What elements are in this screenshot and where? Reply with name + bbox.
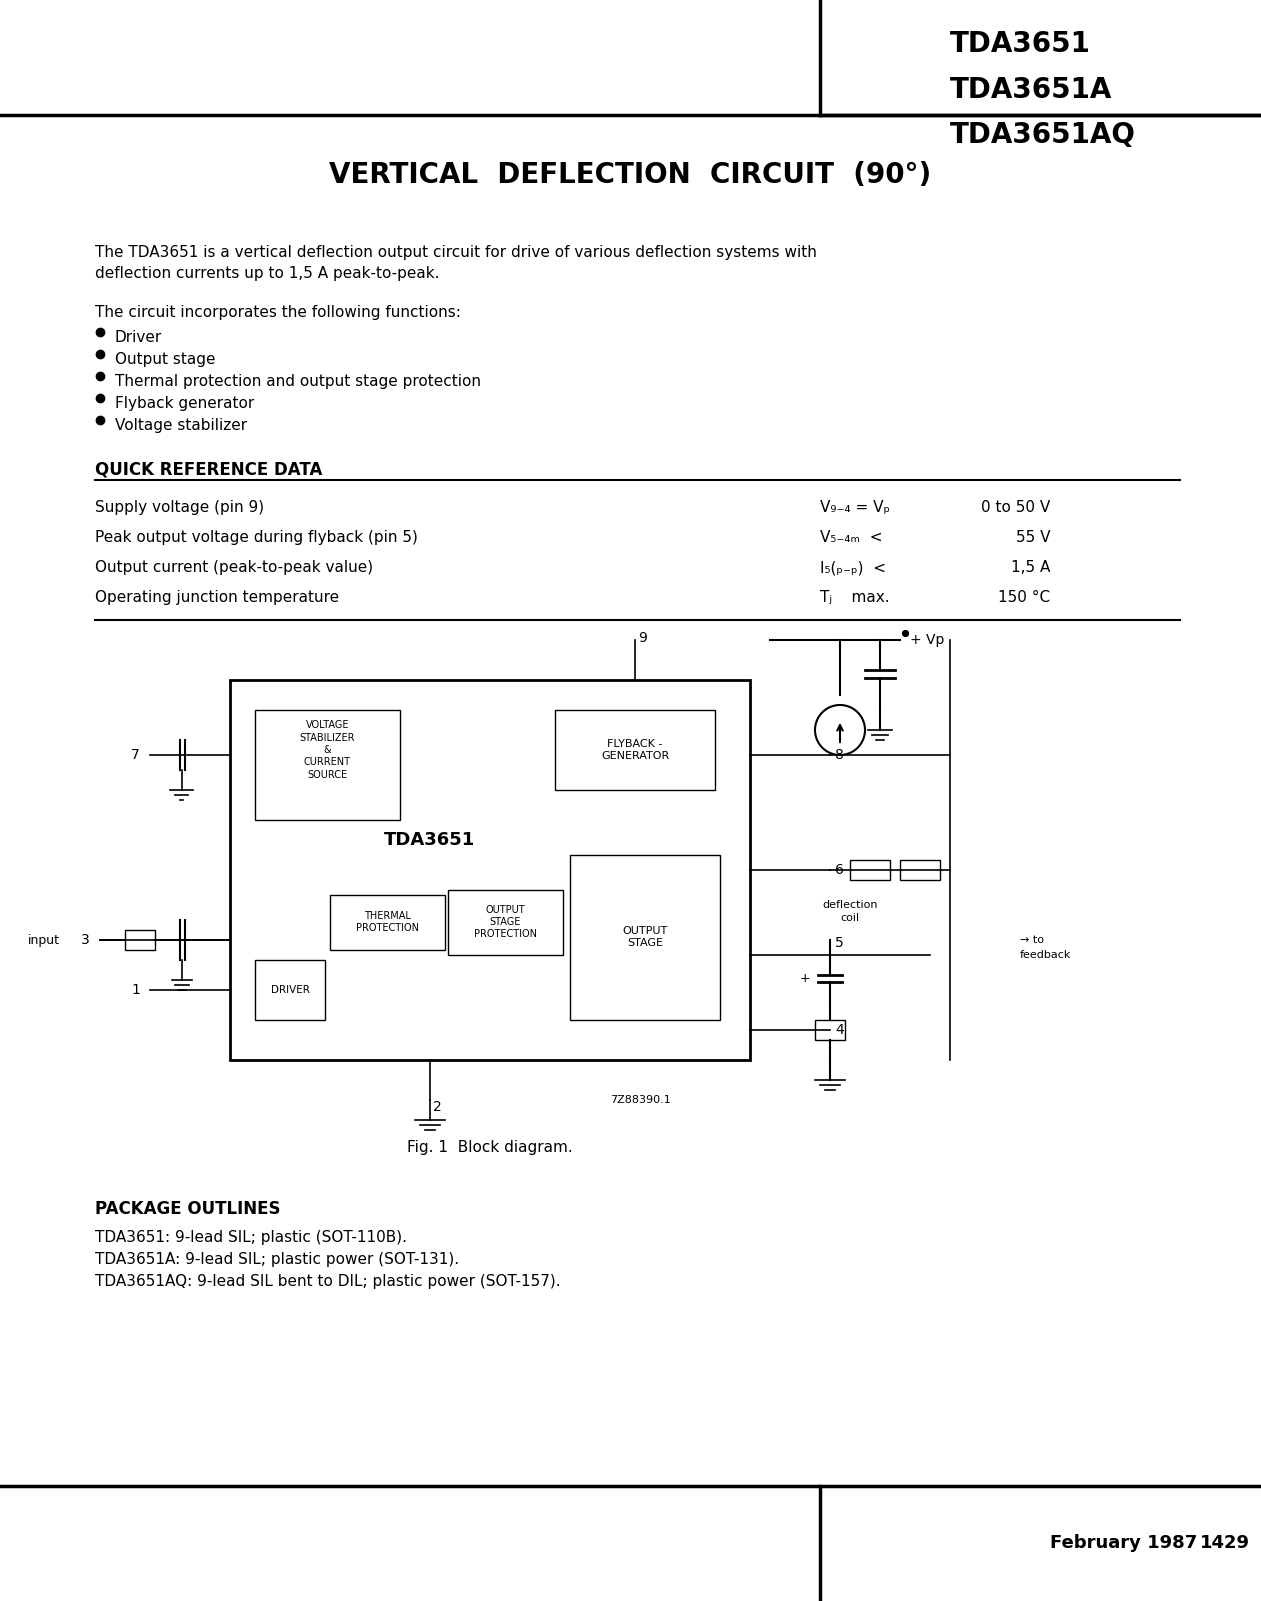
Text: 8: 8: [835, 748, 844, 762]
Text: Operating junction temperature: Operating junction temperature: [95, 591, 339, 605]
Text: 6: 6: [835, 863, 844, 877]
Text: Voltage stabilizer: Voltage stabilizer: [115, 418, 247, 432]
Text: The circuit incorporates the following functions:: The circuit incorporates the following f…: [95, 306, 460, 320]
Bar: [125, 930, 155, 949]
Text: Fig. 1  Block diagram.: Fig. 1 Block diagram.: [407, 1140, 572, 1154]
Text: 55 V: 55 V: [1015, 530, 1050, 544]
Text: The TDA3651 is a vertical deflection output circuit for drive of various deflect: The TDA3651 is a vertical deflection out…: [95, 245, 817, 282]
Text: coil: coil: [840, 913, 860, 924]
Text: DRIVER: DRIVER: [271, 985, 309, 994]
Text: OUTPUT
STAGE
PROTECTION: OUTPUT STAGE PROTECTION: [474, 905, 537, 940]
Text: OUTPUT
STAGE: OUTPUT STAGE: [623, 925, 667, 948]
Text: TDA3651A: 9-lead SIL; plastic power (SOT-131).: TDA3651A: 9-lead SIL; plastic power (SOT…: [95, 1252, 459, 1266]
Text: 1: 1: [131, 983, 140, 997]
Text: 3: 3: [81, 933, 90, 948]
Text: I₅(ₚ₋ₚ)  <: I₅(ₚ₋ₚ) <: [820, 560, 886, 575]
Text: 2: 2: [433, 1100, 441, 1114]
Text: TDA3651: 9-lead SIL; plastic (SOT-110B).: TDA3651: 9-lead SIL; plastic (SOT-110B).: [95, 1230, 407, 1246]
Text: 0 to 50 V: 0 to 50 V: [981, 500, 1050, 516]
Text: 9: 9: [638, 631, 647, 645]
Text: TDA3651
TDA3651A
TDA3651AQ: TDA3651 TDA3651A TDA3651AQ: [950, 30, 1136, 149]
Bar: [255, 709, 400, 820]
Text: THERMAL
PROTECTION: THERMAL PROTECTION: [356, 911, 419, 933]
Text: feedback: feedback: [1020, 949, 1072, 961]
Text: PACKAGE OUTLINES: PACKAGE OUTLINES: [95, 1201, 280, 1218]
Text: TDA3651AQ: 9-lead SIL bent to DIL; plastic power (SOT-157).: TDA3651AQ: 9-lead SIL bent to DIL; plast…: [95, 1274, 561, 1289]
Text: Flyback generator: Flyback generator: [115, 395, 255, 411]
Text: Output stage: Output stage: [115, 352, 216, 367]
Text: QUICK REFERENCE DATA: QUICK REFERENCE DATA: [95, 459, 323, 479]
Text: VERTICAL  DEFLECTION  CIRCUIT  (90°): VERTICAL DEFLECTION CIRCUIT (90°): [329, 162, 931, 189]
Text: 150 °C: 150 °C: [997, 591, 1050, 605]
Bar: [815, 1020, 845, 1041]
Text: + Vp: + Vp: [910, 632, 944, 647]
Bar: [570, 855, 720, 1020]
Text: VOLTAGE
STABILIZER
&
CURRENT
SOURCE: VOLTAGE STABILIZER & CURRENT SOURCE: [300, 720, 356, 780]
Text: TDA3651: TDA3651: [385, 831, 475, 849]
Text: V₅₋₄ₘ  <: V₅₋₄ₘ <: [820, 530, 883, 544]
Text: 5: 5: [835, 937, 844, 949]
Bar: [850, 860, 890, 881]
Text: → to: → to: [1020, 935, 1044, 945]
Text: deflection: deflection: [822, 900, 878, 909]
Text: 1,5 A: 1,5 A: [1010, 560, 1050, 575]
Text: 7: 7: [131, 748, 140, 762]
Bar: [330, 895, 445, 949]
Text: Peak output voltage during flyback (pin 5): Peak output voltage during flyback (pin …: [95, 530, 417, 544]
Text: 7Z88390.1: 7Z88390.1: [609, 1095, 671, 1105]
Text: +: +: [799, 972, 810, 985]
Bar: [555, 709, 715, 789]
Text: input: input: [28, 933, 61, 946]
Text: Supply voltage (pin 9): Supply voltage (pin 9): [95, 500, 264, 516]
Text: Tⱼ    max.: Tⱼ max.: [820, 591, 889, 605]
Text: Driver: Driver: [115, 330, 163, 344]
Text: Thermal protection and output stage protection: Thermal protection and output stage prot…: [115, 375, 480, 389]
Text: 4: 4: [835, 1023, 844, 1037]
Text: V₉₋₄ = Vₚ: V₉₋₄ = Vₚ: [820, 500, 890, 516]
Text: February 1987: February 1987: [1050, 1534, 1197, 1551]
Bar: [255, 961, 325, 1020]
Bar: [900, 860, 939, 881]
Text: FLYBACK -
GENERATOR: FLYBACK - GENERATOR: [601, 738, 670, 760]
Text: Output current (peak-to-peak value): Output current (peak-to-peak value): [95, 560, 373, 575]
Text: 1429: 1429: [1200, 1534, 1250, 1551]
Bar: [230, 680, 750, 1060]
Bar: [448, 890, 562, 956]
